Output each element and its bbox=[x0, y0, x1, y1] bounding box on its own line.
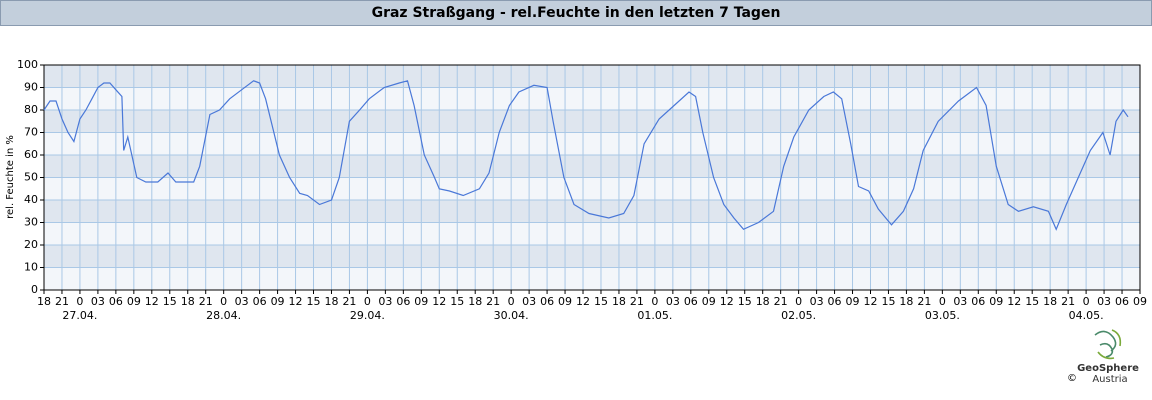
band bbox=[44, 200, 1140, 223]
x-day-label: 02.05. bbox=[781, 309, 816, 322]
x-tick-label: 0 bbox=[795, 295, 802, 308]
x-tick-label: 21 bbox=[917, 295, 931, 308]
x-tick-label: 06 bbox=[540, 295, 554, 308]
y-tick-label: 50 bbox=[24, 171, 38, 184]
band bbox=[44, 155, 1140, 178]
x-tick-label: 06 bbox=[684, 295, 698, 308]
logo-sub: Austria bbox=[1092, 374, 1127, 385]
title-bar bbox=[0, 0, 1152, 26]
x-tick-label: 03 bbox=[666, 295, 680, 308]
chart-title: Graz Straßgang - rel.Feuchte in den letz… bbox=[372, 5, 781, 21]
x-tick-label: 15 bbox=[307, 295, 321, 308]
x-tick-label: 15 bbox=[163, 295, 177, 308]
y-tick-label: 80 bbox=[24, 103, 38, 116]
x-tick-label: 06 bbox=[109, 295, 123, 308]
x-day-label: 30.04. bbox=[494, 309, 529, 322]
x-tick-label: 06 bbox=[396, 295, 410, 308]
x-tick-label: 12 bbox=[289, 295, 303, 308]
x-tick-label: 0 bbox=[939, 295, 946, 308]
x-tick-label: 03 bbox=[810, 295, 824, 308]
x-tick-label: 18 bbox=[324, 295, 338, 308]
x-day-label: 28.04. bbox=[206, 309, 241, 322]
x-tick-label: 18 bbox=[756, 295, 770, 308]
x-day-label: 04.05. bbox=[1069, 309, 1104, 322]
x-tick-label: 21 bbox=[1061, 295, 1075, 308]
x-tick-label: 12 bbox=[576, 295, 590, 308]
y-tick-label: 100 bbox=[17, 58, 38, 71]
y-tick-label: 0 bbox=[31, 283, 38, 296]
y-tick-label: 70 bbox=[24, 126, 38, 139]
y-axis-label: rel. Feuchte in % bbox=[5, 135, 16, 219]
x-tick-label: 21 bbox=[55, 295, 69, 308]
x-tick-label: 21 bbox=[630, 295, 644, 308]
x-tick-label: 21 bbox=[774, 295, 788, 308]
x-tick-label: 0 bbox=[220, 295, 227, 308]
x-day-label: 01.05. bbox=[637, 309, 672, 322]
x-tick-label: 0 bbox=[1083, 295, 1090, 308]
band bbox=[44, 245, 1140, 268]
x-tick-label: 21 bbox=[342, 295, 356, 308]
x-tick-label: 09 bbox=[846, 295, 860, 308]
x-tick-label: 06 bbox=[828, 295, 842, 308]
x-tick-label: 03 bbox=[1097, 295, 1111, 308]
x-tick-label: 03 bbox=[235, 295, 249, 308]
x-tick-label: 06 bbox=[971, 295, 985, 308]
x-tick-label: 0 bbox=[76, 295, 83, 308]
x-tick-label: 15 bbox=[1025, 295, 1039, 308]
y-tick-label: 60 bbox=[24, 148, 38, 161]
y-tick-label: 20 bbox=[24, 238, 38, 251]
x-tick-label: 03 bbox=[91, 295, 105, 308]
band bbox=[44, 110, 1140, 133]
x-tick-label: 09 bbox=[414, 295, 428, 308]
y-tick-label: 90 bbox=[24, 81, 38, 94]
x-tick-label: 0 bbox=[364, 295, 371, 308]
x-tick-label: 15 bbox=[450, 295, 464, 308]
x-day-label: 29.04. bbox=[350, 309, 385, 322]
x-tick-label: 15 bbox=[738, 295, 752, 308]
x-tick-label: 18 bbox=[468, 295, 482, 308]
line bbox=[43, 80, 1129, 231]
x-tick-label: 03 bbox=[953, 295, 967, 308]
x-tick-label: 21 bbox=[199, 295, 213, 308]
x-tick-label: 06 bbox=[253, 295, 267, 308]
x-tick-label: 09 bbox=[702, 295, 716, 308]
x-tick-label: 15 bbox=[594, 295, 608, 308]
logo-name: GeoSphere bbox=[1077, 363, 1139, 374]
y-tick-label: 40 bbox=[24, 193, 38, 206]
logo-icon bbox=[1094, 329, 1122, 360]
plot-border bbox=[43, 64, 1141, 291]
x-tick-label: 21 bbox=[486, 295, 500, 308]
y-tick-label: 10 bbox=[24, 261, 38, 274]
y-tick-label: 30 bbox=[24, 216, 38, 229]
x-day-label: 27.04. bbox=[62, 309, 97, 322]
x-tick-label: 18 bbox=[1043, 295, 1057, 308]
x-tick-label: 0 bbox=[508, 295, 515, 308]
x-day-label: 03.05. bbox=[925, 309, 960, 322]
x-tick-label: 09 bbox=[558, 295, 572, 308]
x-tick-label: 18 bbox=[899, 295, 913, 308]
x-tick-label: 18 bbox=[612, 295, 626, 308]
x-tick-label: 18 bbox=[37, 295, 51, 308]
x-tick-label: 15 bbox=[881, 295, 895, 308]
x-tick-label: 12 bbox=[145, 295, 159, 308]
x-tick-label: 12 bbox=[1007, 295, 1021, 308]
logo-copyright: © bbox=[1067, 373, 1077, 384]
x-tick-label: 12 bbox=[432, 295, 446, 308]
x-tick-label: 12 bbox=[863, 295, 877, 308]
x-tick-label: 09 bbox=[127, 295, 141, 308]
x-tick-label: 09 bbox=[271, 295, 285, 308]
band bbox=[44, 65, 1140, 88]
x-tick-label: 03 bbox=[378, 295, 392, 308]
x-tick-label: 03 bbox=[522, 295, 536, 308]
x-tick-label: 18 bbox=[181, 295, 195, 308]
x-tick-label: 12 bbox=[720, 295, 734, 308]
x-tick-label: 0 bbox=[651, 295, 658, 308]
x-tick-label: 09 bbox=[1133, 295, 1147, 308]
x-tick-label: 09 bbox=[989, 295, 1003, 308]
x-tick-label: 06 bbox=[1115, 295, 1129, 308]
